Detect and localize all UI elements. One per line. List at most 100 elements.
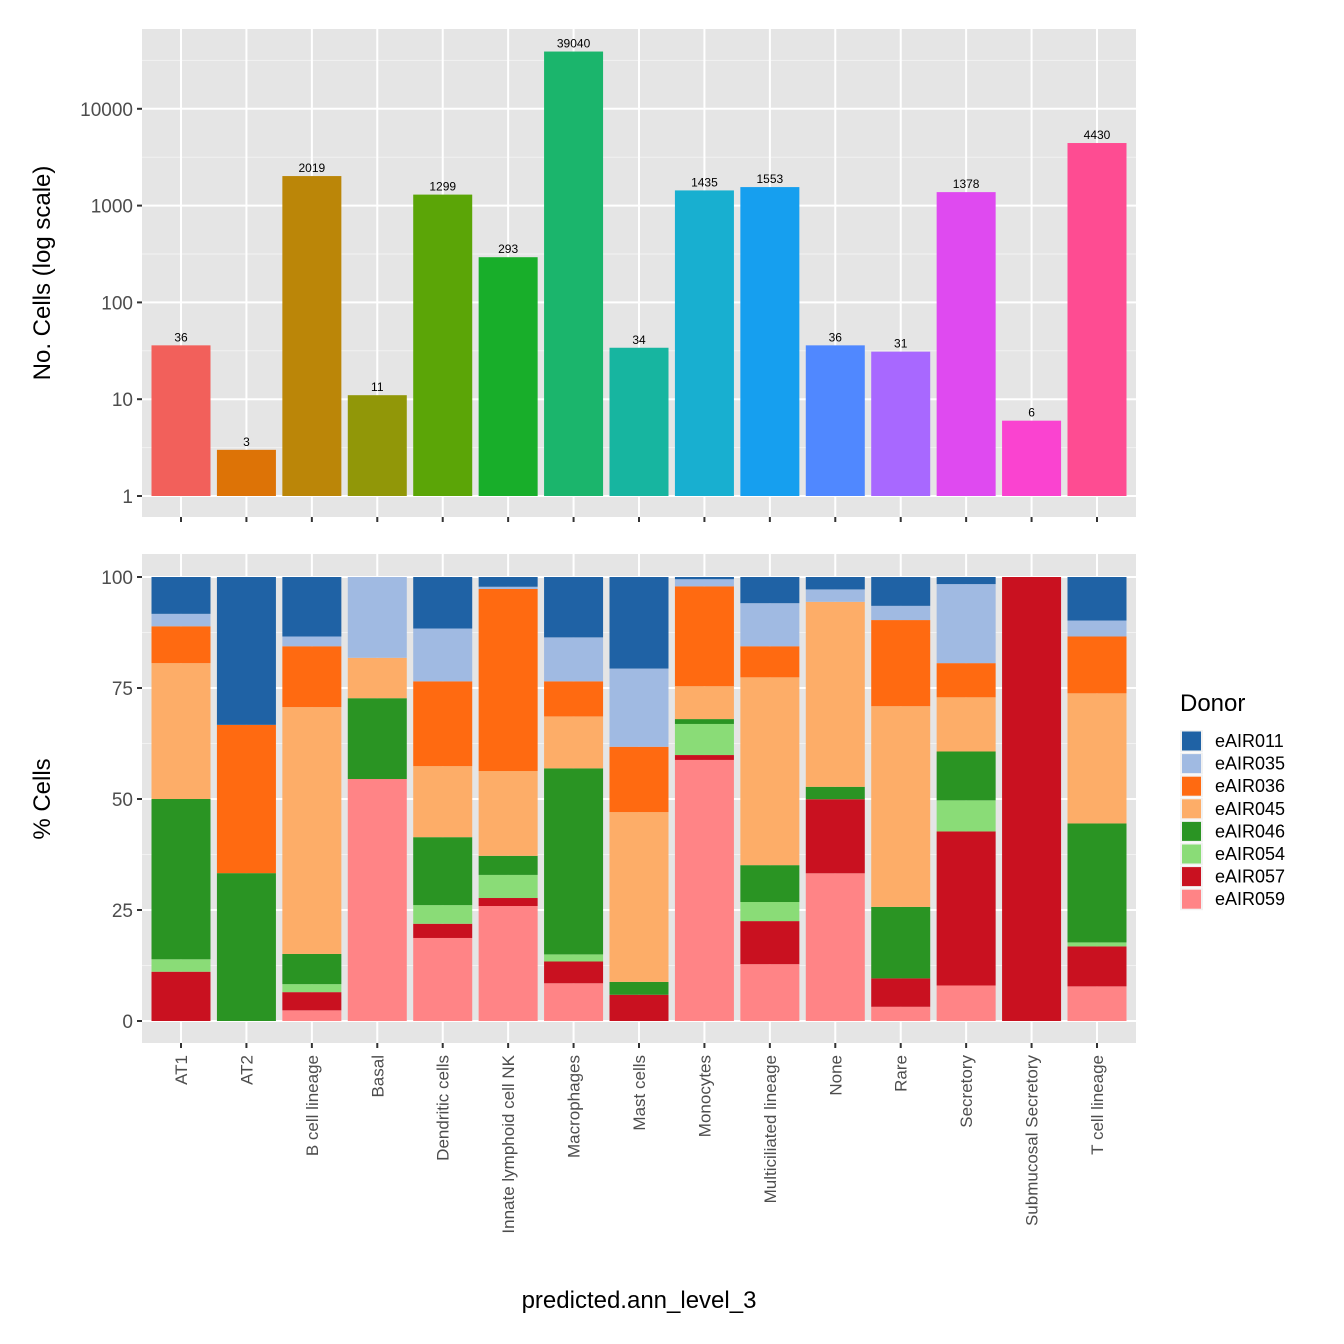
bottom-y-axis-title: % Cells: [29, 758, 56, 839]
y-tick-label: 10: [112, 390, 133, 411]
segment-eair045: [282, 707, 342, 954]
segment-eair011: [936, 577, 996, 585]
segment-eair011: [282, 577, 342, 637]
legend-swatch-eair054: [1182, 844, 1201, 864]
segment-eair059: [413, 937, 473, 1021]
bar-value-label: 6: [1028, 406, 1035, 420]
segment-eair054: [478, 874, 538, 899]
legend-swatch-eair046: [1182, 821, 1201, 841]
segment-eair046: [740, 865, 800, 903]
segment-eair011: [478, 577, 538, 587]
top-panel: 36 3 2019 11 1299 293 39040 34 1435 1553 36 31 1378 6…: [29, 29, 1136, 522]
x-tick-label: Rare: [892, 1055, 911, 1092]
x-tick-label: Monocytes: [695, 1055, 714, 1137]
x-tick-label: None: [826, 1055, 845, 1096]
stacked-bar-mast-cells: [609, 577, 669, 1021]
bar-value-label: 31: [894, 337, 908, 351]
segment-eair059: [805, 873, 865, 1021]
segment-eair054: [544, 954, 604, 962]
bar-macrophages: [544, 51, 604, 497]
stacked-bar-b-cell-lineage: [282, 577, 342, 1021]
segment-eair036: [282, 646, 342, 708]
segment-eair035: [282, 636, 342, 647]
segment-eair057: [609, 994, 669, 1021]
top-bar-labels: 36 3 2019 11 1299 293 39040 34 1435 1553 36 31 1378 6…: [174, 37, 1110, 449]
segment-eair057: [1002, 577, 1062, 1021]
segment-eair011: [674, 577, 734, 580]
segment-eair045: [871, 706, 931, 907]
bar-value-label: 39040: [557, 37, 591, 51]
segment-eair059: [347, 779, 407, 1021]
segment-eair046: [413, 837, 473, 906]
segment-eair035: [936, 584, 996, 664]
segment-eair059: [1067, 986, 1127, 1021]
stacked-bar-submucosal-secretory: [1002, 577, 1062, 1021]
legend-label: eAIR011: [1215, 731, 1284, 751]
y-tick-label: 75: [112, 679, 133, 700]
segment-eair036: [674, 586, 734, 687]
segment-eair057: [740, 921, 800, 965]
y-tick-label: 1000: [91, 197, 133, 218]
segment-eair036: [1067, 636, 1127, 694]
top-x-ticks: [180, 517, 1098, 522]
segment-eair011: [413, 577, 473, 629]
x-tick-label: Macrophages: [565, 1055, 584, 1158]
segment-eair054: [282, 984, 342, 993]
legend-label: eAIR054: [1215, 844, 1285, 864]
legend-swatch-eair036: [1182, 776, 1201, 796]
segment-eair036: [740, 646, 800, 678]
y-tick-label: 100: [101, 568, 133, 589]
segment-eair035: [871, 605, 931, 621]
top-y-axis: 1 10 100 1000 10000: [80, 100, 142, 508]
y-tick-label: 100: [101, 293, 133, 314]
segment-eair046: [282, 953, 342, 985]
x-axis-title: predicted.ann_level_3: [522, 1287, 757, 1314]
top-bars: [151, 51, 1127, 497]
segment-eair011: [151, 577, 211, 614]
segment-eair035: [544, 637, 604, 682]
bar-value-label: 34: [632, 333, 646, 347]
segment-eair046: [674, 719, 734, 724]
legend-swatch-eair011: [1182, 731, 1201, 751]
segment-eair036: [151, 626, 211, 664]
segment-eair036: [544, 681, 604, 717]
segment-eair011: [609, 577, 669, 669]
legend-label: eAIR059: [1215, 889, 1285, 909]
top-y-axis-title: No. Cells (log scale): [29, 166, 56, 381]
segment-eair046: [347, 698, 407, 780]
x-tick-label: B cell lineage: [303, 1055, 322, 1156]
segment-eair054: [1067, 942, 1127, 947]
legend-label: eAIR036: [1215, 776, 1285, 796]
stacked-bar-secretory: [936, 577, 996, 1021]
bar-multiciliated-lineage: [740, 187, 800, 496]
bar-secretory: [936, 192, 996, 497]
bar-value-label: 36: [174, 330, 188, 344]
segment-eair045: [413, 766, 473, 838]
segment-eair046: [544, 768, 604, 955]
stacked-bar-at2: [216, 577, 276, 1021]
segment-eair011: [216, 577, 276, 725]
segment-eair054: [936, 800, 996, 832]
segment-eair046: [478, 855, 538, 875]
bar-dendritic-cells: [413, 194, 473, 496]
segment-eair057: [871, 978, 931, 1007]
legend-swatch-eair035: [1182, 754, 1201, 774]
segment-eair045: [674, 686, 734, 720]
bar-b-cell-lineage: [282, 176, 342, 496]
segment-eair054: [740, 902, 800, 922]
segment-eair035: [151, 613, 211, 627]
legend-label: eAIR035: [1215, 754, 1285, 774]
segment-eair036: [216, 724, 276, 874]
bar-value-label: 1553: [757, 172, 784, 186]
legend-title: Donor: [1180, 690, 1245, 717]
legend-swatch-eair059: [1182, 889, 1201, 909]
legend-swatch-eair045: [1182, 799, 1201, 819]
x-tick-label: T cell lineage: [1088, 1055, 1107, 1155]
segment-eair011: [805, 577, 865, 590]
x-tick-label: Innate lymphoid cell NK: [499, 1054, 518, 1233]
segment-eair059: [740, 964, 800, 1021]
segment-eair054: [674, 723, 734, 756]
segment-eair045: [151, 663, 211, 799]
